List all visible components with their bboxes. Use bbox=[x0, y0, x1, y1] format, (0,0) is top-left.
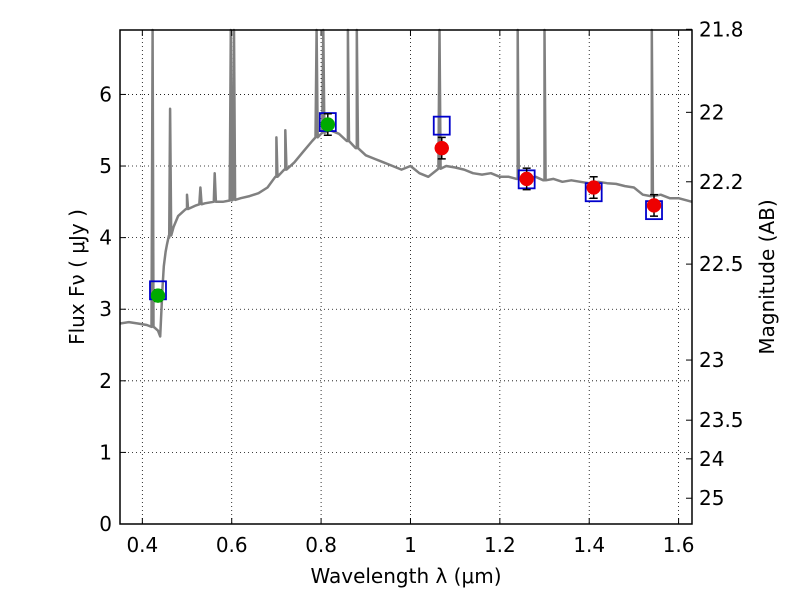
observed-photometry-point bbox=[320, 117, 336, 132]
observed-photometry-point bbox=[586, 180, 601, 195]
x-tick-label: 0.4 bbox=[126, 533, 158, 557]
y-tick-label: 1 bbox=[99, 440, 112, 464]
y-tick-label: 4 bbox=[99, 226, 112, 250]
x-axis-ticks: 0.4 0.6 0.8 1 1.2 1.4 1.6 bbox=[126, 30, 695, 557]
y2-tick-label: 22.5 bbox=[699, 252, 744, 276]
y-tick-label: 6 bbox=[99, 82, 112, 106]
observed-photometry-point bbox=[434, 140, 449, 156]
y2-tick-label: 23 bbox=[699, 348, 724, 372]
x-tick-label: 1.4 bbox=[573, 533, 605, 557]
x-axis-title: Wavelength λ (μm) bbox=[310, 564, 501, 588]
y-axis-ticks: 0 1 2 3 4 5 6 bbox=[99, 82, 126, 536]
model-spectrum bbox=[119, 28, 693, 338]
y-tick-label: 3 bbox=[99, 297, 112, 321]
observed-photometry-point bbox=[646, 198, 662, 213]
observed-photometry-point bbox=[519, 171, 534, 187]
y-axis-title: Flux Fν ( μJy ) bbox=[65, 209, 89, 345]
x-tick-label: 1.6 bbox=[663, 533, 695, 557]
x-tick-label: 1 bbox=[404, 533, 417, 557]
y-tick-label: 0 bbox=[99, 512, 112, 536]
y2-tick-label: 25 bbox=[699, 486, 724, 510]
y-tick-label: 2 bbox=[99, 369, 112, 393]
observed-photometry-point bbox=[150, 288, 166, 303]
y2-tick-label: 21.8 bbox=[699, 17, 744, 41]
spectrum-line bbox=[119, 28, 693, 338]
model-photometry-square bbox=[432, 115, 451, 136]
x-tick-label: 0.6 bbox=[216, 533, 248, 557]
y2-tick-label: 23.5 bbox=[699, 408, 744, 432]
y2-axis-title: Magnitude (AB) bbox=[755, 199, 779, 354]
y2-tick-label: 24 bbox=[699, 447, 724, 471]
y2-tick-label: 22.2 bbox=[699, 170, 744, 194]
plot-frame bbox=[119, 29, 693, 525]
y-tick-label: 5 bbox=[99, 154, 112, 178]
photometry-markers bbox=[149, 112, 663, 303]
x-tick-label: 1.2 bbox=[484, 533, 516, 557]
x-tick-label: 0.8 bbox=[305, 533, 337, 557]
y2-axis-ticks: 21.8 22 22.2 22.5 23 23.5 24 25 bbox=[686, 17, 744, 510]
y2-tick-label: 22 bbox=[699, 100, 724, 124]
